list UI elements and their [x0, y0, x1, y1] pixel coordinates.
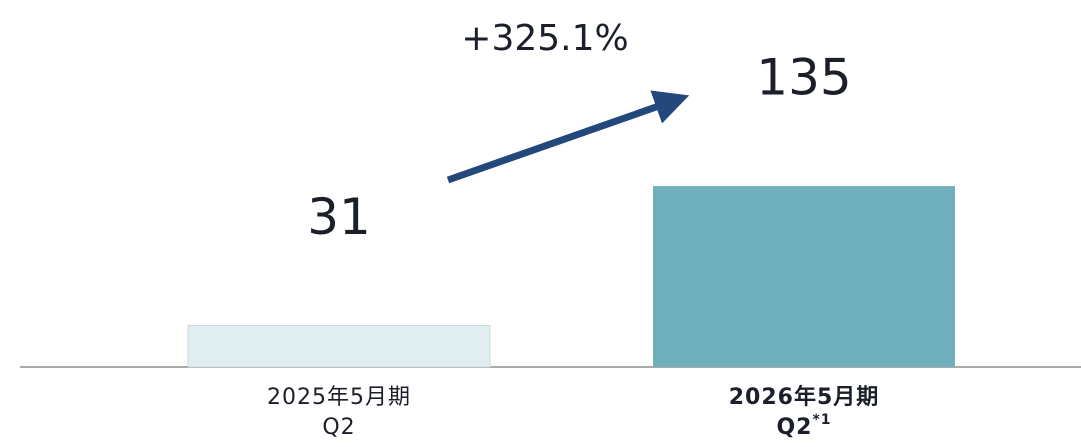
growth-arrow	[446, 90, 690, 184]
x-tick-label-line: 2025年5月期	[267, 385, 411, 410]
x-tick-label: 2025年5月期	[267, 385, 411, 410]
bar	[187, 324, 491, 368]
value-label: 31	[307, 188, 371, 246]
x-tick-label-line: 2026年5月期	[729, 384, 880, 410]
footnote-mark: *1	[812, 412, 831, 428]
x-tick-label: Q2*1	[776, 412, 831, 440]
x-tick-label: Q2	[322, 415, 355, 440]
x-tick-label: 2026年5月期	[729, 384, 880, 410]
x-tick-label-line: Q2	[322, 415, 355, 440]
bar	[653, 186, 955, 367]
growth-annotation: +325.1%	[461, 18, 628, 59]
value-label: 135	[756, 49, 851, 107]
x-tick-label-line: Q2	[776, 415, 812, 440]
